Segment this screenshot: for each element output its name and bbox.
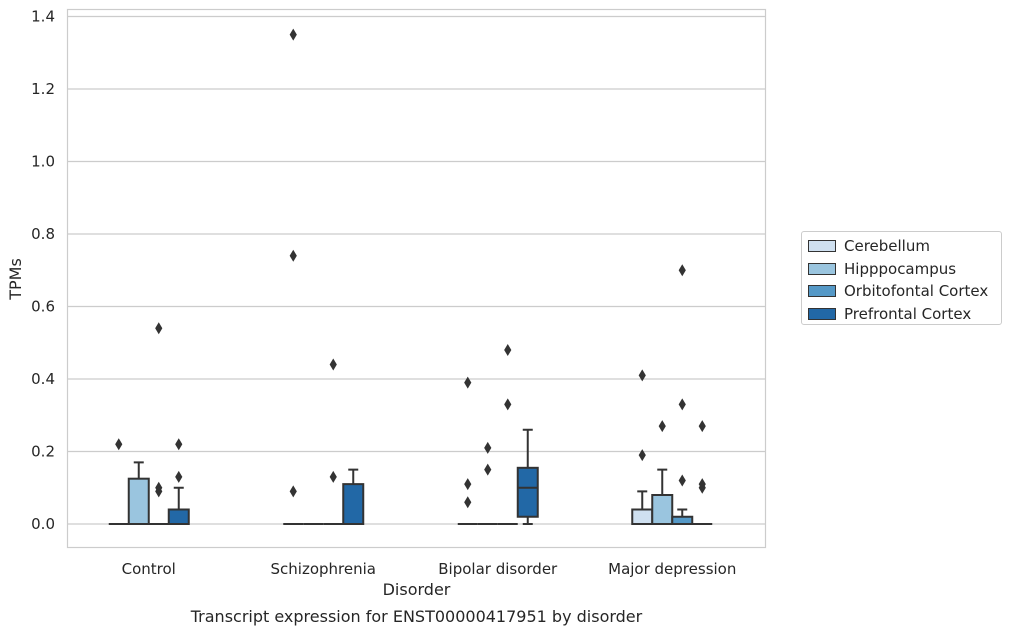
outlier-point xyxy=(464,478,472,491)
box-body xyxy=(631,508,654,525)
legend-swatch xyxy=(808,262,836,275)
legend-item: Cerebellum xyxy=(808,235,1001,258)
outlier-point xyxy=(678,264,686,277)
outlier-point xyxy=(658,420,666,433)
box-body xyxy=(671,515,694,525)
legend-label: Prefrontal Cortex xyxy=(844,304,972,323)
box-body xyxy=(127,477,150,525)
outlier-point xyxy=(175,438,183,451)
outlier-point xyxy=(698,420,706,433)
box-hipppocampus xyxy=(651,468,674,525)
chart-title: Transcript expression for ENST0000041795… xyxy=(190,607,643,626)
outlier-point xyxy=(289,485,297,498)
y-tick-label: 0.6 xyxy=(31,298,55,316)
box-prefrontal-cortex xyxy=(342,468,365,525)
y-tick-label: 0.8 xyxy=(31,225,55,243)
x-tick-label: Schizophrenia xyxy=(271,560,376,578)
box-body xyxy=(651,494,674,525)
x-tick-label: Control xyxy=(122,560,176,578)
outlier-point xyxy=(289,28,297,41)
y-axis-title: TPMs xyxy=(6,258,25,301)
legend-item: Orbitofontal Cortex xyxy=(808,280,1001,303)
box-body xyxy=(516,466,539,518)
box-hipppocampus xyxy=(127,461,150,525)
outlier-point xyxy=(464,376,472,389)
x-tick-labels: Control Schizophrenia Bipolar disorder Majo… xyxy=(122,560,737,578)
grid-lines xyxy=(67,15,766,525)
outlier-point xyxy=(698,478,706,491)
plot-area-frame xyxy=(66,8,767,549)
outlier-point xyxy=(484,463,492,476)
x-tick-label: Bipolar disorder xyxy=(438,560,558,578)
box-body xyxy=(167,508,190,525)
outlier-point xyxy=(155,481,163,494)
outlier-point xyxy=(484,441,492,454)
legend-item: Hipppocampus xyxy=(808,258,1001,281)
outlier-point xyxy=(155,322,163,335)
x-axis-title: Disorder xyxy=(383,580,451,599)
box-orbitofontal-cortex xyxy=(671,508,694,525)
outlier-point xyxy=(678,398,686,411)
y-tick-label: 1.4 xyxy=(31,8,55,26)
legend-label: Hipppocampus xyxy=(844,259,957,278)
legend-label: Orbitofontal Cortex xyxy=(844,282,989,301)
y-tick-labels: 0.0 0.2 0.4 0.6 0.8 1.0 1.2 1.4 xyxy=(31,8,55,534)
y-tick-label: 1.2 xyxy=(31,80,55,98)
y-tick-label: 0.4 xyxy=(31,370,55,388)
outlier-point xyxy=(289,249,297,262)
outlier-point xyxy=(678,474,686,487)
outlier-point xyxy=(329,470,337,483)
legend-swatch xyxy=(808,285,836,298)
legend-label: Cerebellum xyxy=(844,237,930,256)
outlier-point xyxy=(504,398,512,411)
x-tick-label: Major depression xyxy=(608,560,736,578)
boxes xyxy=(108,428,713,525)
y-tick-label: 1.0 xyxy=(31,153,55,171)
legend-swatch xyxy=(808,240,836,253)
outlier-point xyxy=(504,344,512,356)
outlier-point xyxy=(329,358,337,371)
outlier-point xyxy=(638,369,646,382)
legend-item: Prefrontal Cortex xyxy=(808,303,1001,326)
outliers xyxy=(115,28,706,509)
box-prefrontal-cortex xyxy=(516,428,539,525)
box-cerebellum xyxy=(631,490,654,525)
legend-swatch xyxy=(808,307,836,320)
outlier-point xyxy=(638,449,646,462)
box-prefrontal-cortex xyxy=(167,486,190,525)
box-body xyxy=(342,483,365,525)
outlier-point xyxy=(464,496,472,509)
outlier-point xyxy=(175,470,183,483)
outlier-point xyxy=(115,438,123,451)
y-tick-label: 0.2 xyxy=(31,443,55,461)
y-tick-label: 0.0 xyxy=(31,515,55,533)
legend: Cerebellum Hipppocampus Orbitofontal Corte… xyxy=(801,231,1002,325)
